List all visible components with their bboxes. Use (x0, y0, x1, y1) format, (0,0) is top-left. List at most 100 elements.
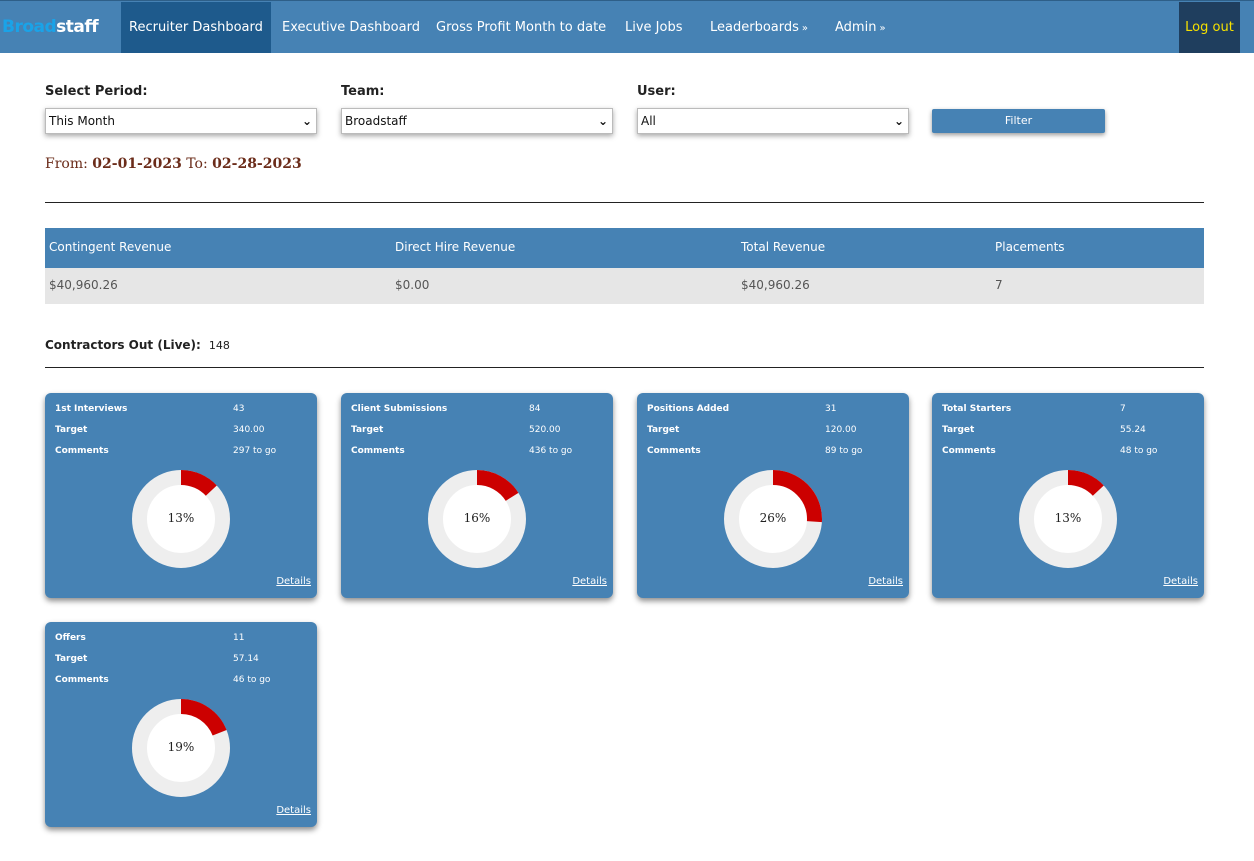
to-label: To: (186, 156, 208, 172)
kpi-row-value: 120.00 (825, 425, 857, 435)
kpi-row-value: 340.00 (233, 425, 265, 435)
logout-button[interactable]: Log out (1179, 2, 1240, 53)
nav-label: Executive Dashboard (282, 20, 420, 35)
donut-progress-arc (428, 470, 526, 568)
contractors-value: 148 (208, 339, 230, 352)
brand-right: staff (56, 17, 99, 37)
progress-percent: 26% (759, 511, 787, 525)
team-select[interactable]: Broadstaff ⌄ (341, 108, 613, 134)
header-placements: Placements (995, 240, 1065, 254)
progress-donut (428, 470, 526, 568)
team-label: Team: (341, 84, 385, 99)
details-link[interactable]: Details (572, 576, 607, 587)
divider (45, 202, 1204, 203)
kpi-row-value: 7 (1120, 404, 1126, 414)
contractors-out: Contractors Out (Live): 148 (45, 338, 230, 352)
kpi-row-label: Comments (55, 446, 109, 456)
kpi-row-value: 297 to go (233, 446, 277, 456)
double-arrow-icon: » (879, 23, 886, 34)
kpi-row-label: Comments (942, 446, 996, 456)
details-link[interactable]: Details (1163, 576, 1198, 587)
progress-donut (724, 470, 822, 568)
donut-progress-arc (132, 470, 230, 568)
nav-gross-profit[interactable]: Gross Profit Month to date (436, 2, 606, 53)
value-direct-hire-revenue: $0.00 (395, 278, 430, 292)
team-value: Broadstaff (345, 114, 407, 128)
nav-leaderboards[interactable]: Leaderboards» (710, 2, 808, 53)
nav-label: Leaderboards (710, 20, 799, 35)
kpi-row-comments: Comments 297 to go (55, 446, 310, 460)
nav-label: Admin (835, 20, 877, 35)
nav-label: Live Jobs (625, 20, 683, 35)
kpi-row-label: Target (55, 654, 88, 664)
kpi-row-value: 436 to go (529, 446, 573, 456)
header-total-revenue: Total Revenue (741, 240, 826, 254)
top-navbar: Broadstaff Recruiter Dashboard Executive… (0, 0, 1254, 53)
donut-progress-arc (1019, 470, 1117, 568)
progress-donut (1019, 470, 1117, 568)
double-arrow-icon: » (801, 23, 809, 34)
kpi-row-value: 57.14 (233, 654, 259, 664)
chevron-down-icon: ⌄ (597, 114, 608, 128)
details-link[interactable]: Details (276, 805, 311, 816)
kpi-row-label: Target (55, 425, 88, 435)
nav-executive-dashboard[interactable]: Executive Dashboard (282, 2, 420, 53)
kpi-card-offers: Offers 11 Target 57.14 Comments 46 to go 19% De… (45, 622, 317, 827)
kpi-row-value: 55.24 (1120, 425, 1146, 435)
progress-percent: 16% (463, 511, 491, 525)
kpi-row-label: Comments (351, 446, 405, 456)
kpi-row-value: 31 (825, 404, 837, 414)
period-select[interactable]: This Month ⌄ (45, 108, 317, 134)
date-range: From: 02-01-2023 To: 02-28-2023 (45, 156, 302, 172)
user-value: All (641, 114, 656, 128)
kpi-row-count: Client Submissions 84 (351, 404, 606, 418)
kpi-row-target: Target 520.00 (351, 425, 606, 439)
nav-live-jobs[interactable]: Live Jobs (625, 2, 683, 53)
details-link[interactable]: Details (868, 576, 903, 587)
user-label: User: (637, 84, 676, 99)
nav-recruiter-dashboard[interactable]: Recruiter Dashboard (121, 2, 271, 53)
header-contingent-revenue: Contingent Revenue (49, 240, 172, 254)
kpi-row-label: Comments (55, 675, 109, 685)
kpi-row-value: 89 to go (825, 446, 863, 456)
kpi-row-count: 1st Interviews 43 (55, 404, 310, 418)
kpi-row-label: Total Starters (942, 404, 1012, 414)
value-contingent-revenue: $40,960.26 (49, 278, 118, 292)
kpi-row-target: Target 57.14 (55, 654, 310, 668)
nav-label: Gross Profit Month to date (436, 20, 607, 35)
donut-progress-arc (724, 470, 822, 568)
brand-logo[interactable]: Broadstaff (2, 17, 99, 37)
kpi-row-target: Target 55.24 (942, 425, 1197, 439)
kpi-row-label: Positions Added (647, 404, 730, 414)
kpi-row-value: 84 (529, 404, 541, 414)
kpi-row-count: Offers 11 (55, 633, 310, 647)
filter-button[interactable]: Filter (932, 109, 1105, 133)
kpi-row-comments: Comments 48 to go (942, 446, 1197, 460)
kpi-row-target: Target 120.00 (647, 425, 902, 439)
kpi-row-target: Target 340.00 (55, 425, 310, 439)
details-link[interactable]: Details (276, 576, 311, 587)
chevron-down-icon: ⌄ (301, 114, 312, 128)
progress-donut (132, 470, 230, 568)
kpi-row-value: 520.00 (529, 425, 561, 435)
progress-percent: 13% (167, 511, 195, 525)
kpi-row-value: 48 to go (1120, 446, 1158, 456)
user-select[interactable]: All ⌄ (637, 108, 909, 134)
from-date: 02-01-2023 (92, 156, 182, 172)
kpi-row-comments: Comments 89 to go (647, 446, 902, 460)
donut-progress-arc (132, 699, 230, 797)
kpi-row-label: Offers (55, 633, 86, 643)
period-value: This Month (49, 114, 115, 128)
period-label: Select Period: (45, 84, 148, 99)
kpi-row-label: Target (647, 425, 680, 435)
contractors-label: Contractors Out (Live): (45, 338, 201, 352)
progress-percent: 19% (167, 740, 195, 754)
chevron-down-icon: ⌄ (893, 114, 904, 128)
divider (45, 367, 1204, 368)
kpi-card-client-submissions: Client Submissions 84 Target 520.00 Comments… (341, 393, 613, 598)
brand-left: Broad (2, 17, 57, 37)
kpi-row-comments: Comments 46 to go (55, 675, 310, 689)
nav-admin[interactable]: Admin» (835, 2, 886, 53)
kpi-row-value: 11 (233, 633, 245, 643)
value-total-revenue: $40,960.26 (741, 278, 810, 292)
